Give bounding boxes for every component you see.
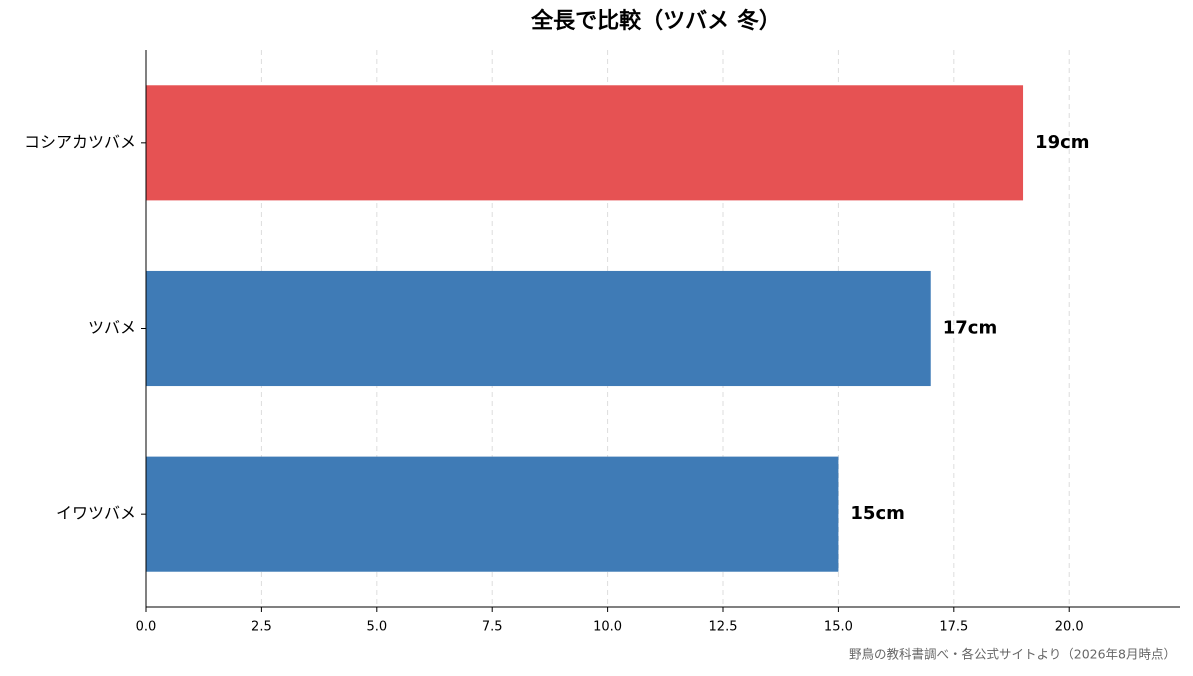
value-label: 15cm (850, 503, 904, 524)
x-tick-label: 5.0 (366, 620, 387, 635)
x-tick-label: 10.0 (593, 620, 622, 635)
bar (146, 456, 839, 572)
x-tick-label: 2.5 (251, 620, 272, 635)
x-tick-label: 17.5 (939, 620, 968, 635)
x-tick-label: 12.5 (709, 620, 738, 635)
value-label: 17cm (943, 318, 997, 339)
source-note: 野鳥の教科書調べ・各公式サイトより（2026年8月時点） (849, 647, 1176, 662)
y-tick-label: イワツバメ (56, 504, 136, 523)
x-tick-label: 20.0 (1055, 620, 1084, 635)
value-label: 19cm (1035, 132, 1089, 153)
y-tick-label: ツバメ (88, 318, 136, 337)
bar (146, 270, 931, 387)
x-tick-label: 7.5 (482, 620, 503, 635)
y-tick-label: コシアカツバメ (24, 132, 136, 151)
chart-title: 全長で比較（ツバメ 冬） (530, 8, 781, 34)
x-tick-label: 0.0 (136, 620, 157, 635)
bar (146, 85, 1024, 201)
x-tick-label: 15.0 (824, 620, 853, 635)
